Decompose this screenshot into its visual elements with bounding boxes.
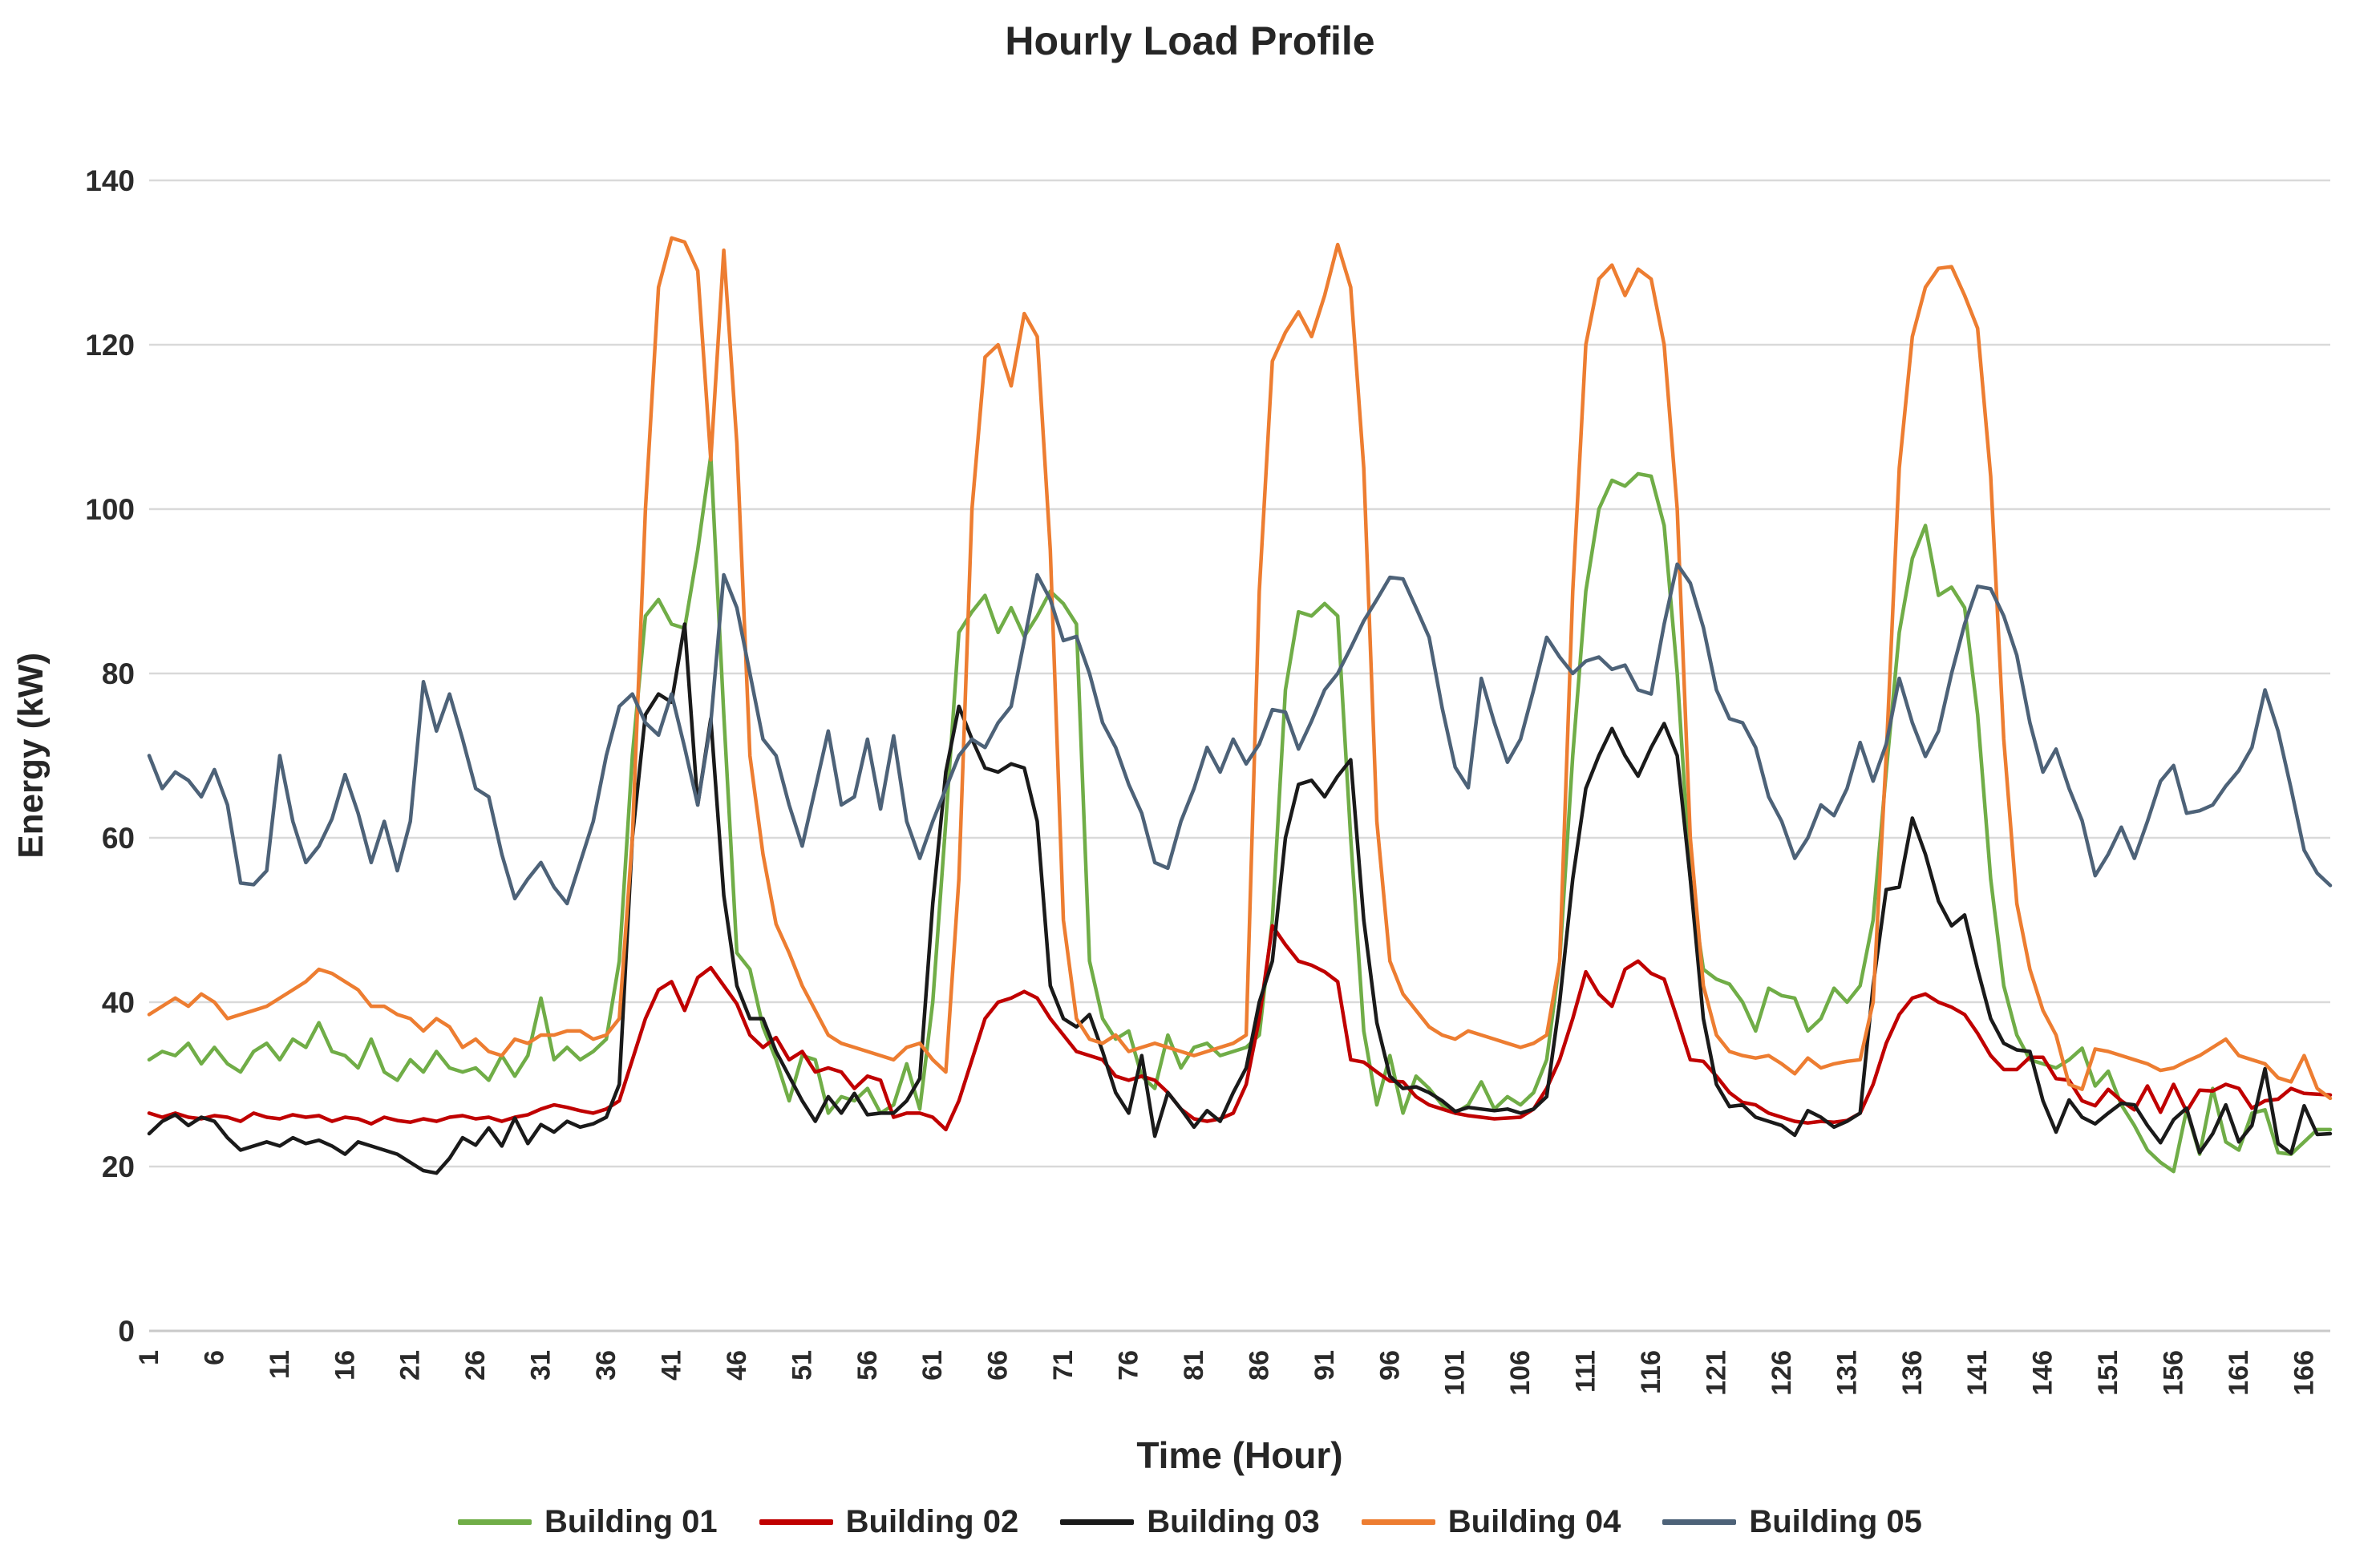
x-tick-label: 36	[591, 1350, 621, 1381]
x-tick-label: 61	[917, 1350, 948, 1381]
legend-label: Building 04	[1447, 1504, 1621, 1539]
y-tick-label: 0	[118, 1315, 135, 1348]
x-tick-label: 126	[1767, 1350, 1797, 1396]
x-tick-label: 141	[1962, 1350, 1993, 1396]
series-line-building-04	[147, 236, 2333, 1101]
x-tick-label: 21	[395, 1350, 426, 1381]
x-tick-label: 96	[1374, 1350, 1405, 1381]
legend-swatch	[759, 1519, 833, 1525]
x-tick-label: 86	[1244, 1350, 1274, 1381]
x-tick-label: 156	[2159, 1350, 2189, 1396]
legend-swatch	[458, 1519, 532, 1525]
legend-item-building-04: Building 04	[1361, 1504, 1621, 1540]
chart-legend: Building 01 Building 02 Building 03 Buildin…	[0, 1504, 2380, 1540]
x-tick-label: 31	[526, 1350, 557, 1381]
x-tick-label: 101	[1440, 1350, 1471, 1396]
y-tick-label: 20	[102, 1150, 135, 1183]
y-tick-label: 100	[85, 493, 135, 526]
legend-swatch	[1662, 1519, 1737, 1525]
x-tick-label: 51	[787, 1350, 817, 1381]
x-tick-label: 106	[1505, 1350, 1536, 1396]
x-tick-label: 146	[2028, 1350, 2058, 1396]
x-tick-label: 166	[2289, 1350, 2319, 1396]
legend-item-building-03: Building 03	[1060, 1504, 1320, 1540]
x-tick-label: 1	[134, 1350, 164, 1365]
x-tick-label: 26	[460, 1350, 491, 1381]
x-tick-label: 46	[722, 1350, 752, 1381]
legend-swatch	[1361, 1519, 1435, 1525]
legend-item-building-01: Building 01	[458, 1504, 718, 1540]
y-tick-label: 40	[102, 986, 135, 1019]
x-tick-label: 131	[1832, 1350, 1862, 1396]
legend-item-building-05: Building 05	[1662, 1504, 1922, 1540]
series-line-building-05	[147, 562, 2333, 906]
legend-swatch	[1060, 1519, 1135, 1525]
x-tick-label: 71	[1048, 1350, 1079, 1381]
x-tick-label: 91	[1309, 1350, 1340, 1381]
y-tick-label: 120	[85, 329, 135, 362]
x-tick-label: 56	[852, 1350, 883, 1381]
series-line-building-03	[147, 622, 2333, 1175]
x-tick-label: 41	[657, 1350, 687, 1381]
x-tick-label: 6	[199, 1350, 229, 1365]
x-tick-label: 81	[1179, 1350, 1209, 1381]
x-tick-label: 111	[1571, 1350, 1601, 1393]
legend-item-building-02: Building 02	[759, 1504, 1019, 1540]
series-line-building-01	[147, 454, 2333, 1174]
y-tick-label: 140	[85, 164, 135, 197]
legend-label: Building 05	[1749, 1504, 1922, 1539]
legend-label: Building 01	[544, 1504, 718, 1539]
x-tick-label: 66	[983, 1350, 1014, 1381]
x-tick-label: 76	[1114, 1350, 1144, 1381]
y-tick-label: 80	[102, 657, 135, 690]
x-tick-label: 121	[1702, 1350, 1732, 1396]
x-tick-label: 116	[1636, 1350, 1666, 1394]
x-tick-label: 151	[2093, 1350, 2123, 1396]
y-tick-label: 60	[102, 822, 135, 855]
x-axis-title: Time (Hour)	[1136, 1434, 1343, 1476]
legend-label: Building 02	[845, 1504, 1019, 1539]
x-tick-label: 161	[2224, 1350, 2254, 1396]
x-tick-label: 11	[265, 1350, 295, 1379]
chart-title: Hourly Load Profile	[1005, 18, 1375, 63]
legend-label: Building 03	[1147, 1504, 1320, 1539]
x-tick-label: 136	[1897, 1350, 1928, 1396]
x-tick-label: 16	[330, 1350, 360, 1381]
series-line-building-02	[147, 924, 2333, 1132]
